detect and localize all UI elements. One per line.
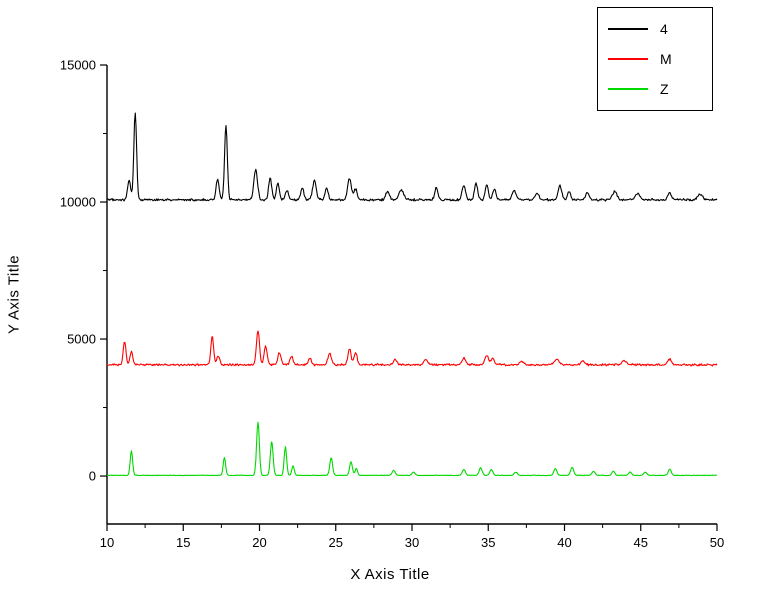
series-trace-4	[106, 112, 718, 202]
y-tick-label: 0	[89, 469, 96, 484]
legend-label: Z	[660, 81, 669, 97]
x-tick-label: 50	[710, 535, 724, 550]
legend-item-Z: Z	[608, 74, 706, 104]
legend-item-4: 4	[608, 14, 706, 44]
legend-line-sample	[608, 28, 648, 30]
x-tick-label: 45	[634, 535, 648, 550]
legend-line-sample	[608, 88, 648, 90]
x-tick-label: 40	[557, 535, 571, 550]
x-tick-label: 10	[100, 535, 114, 550]
y-tick-label: 15000	[60, 58, 96, 73]
y-tick-label: 5000	[67, 332, 96, 347]
y-tick-label: 10000	[60, 195, 96, 210]
legend-label: 4	[660, 21, 668, 37]
x-tick-label: 35	[481, 535, 495, 550]
legend-label: M	[660, 51, 672, 67]
legend-item-M: M	[608, 44, 706, 74]
legend-line-sample	[608, 58, 648, 60]
x-tick-label: 25	[329, 535, 343, 550]
x-tick-label: 20	[252, 535, 266, 550]
x-tick-label: 15	[176, 535, 190, 550]
series-trace-M	[106, 330, 718, 367]
x-axis-title: X Axis Title	[350, 566, 430, 583]
series-trace-Z	[106, 421, 718, 477]
x-tick-label: 30	[405, 535, 419, 550]
y-axis-title: Y Axis Title	[5, 254, 23, 335]
